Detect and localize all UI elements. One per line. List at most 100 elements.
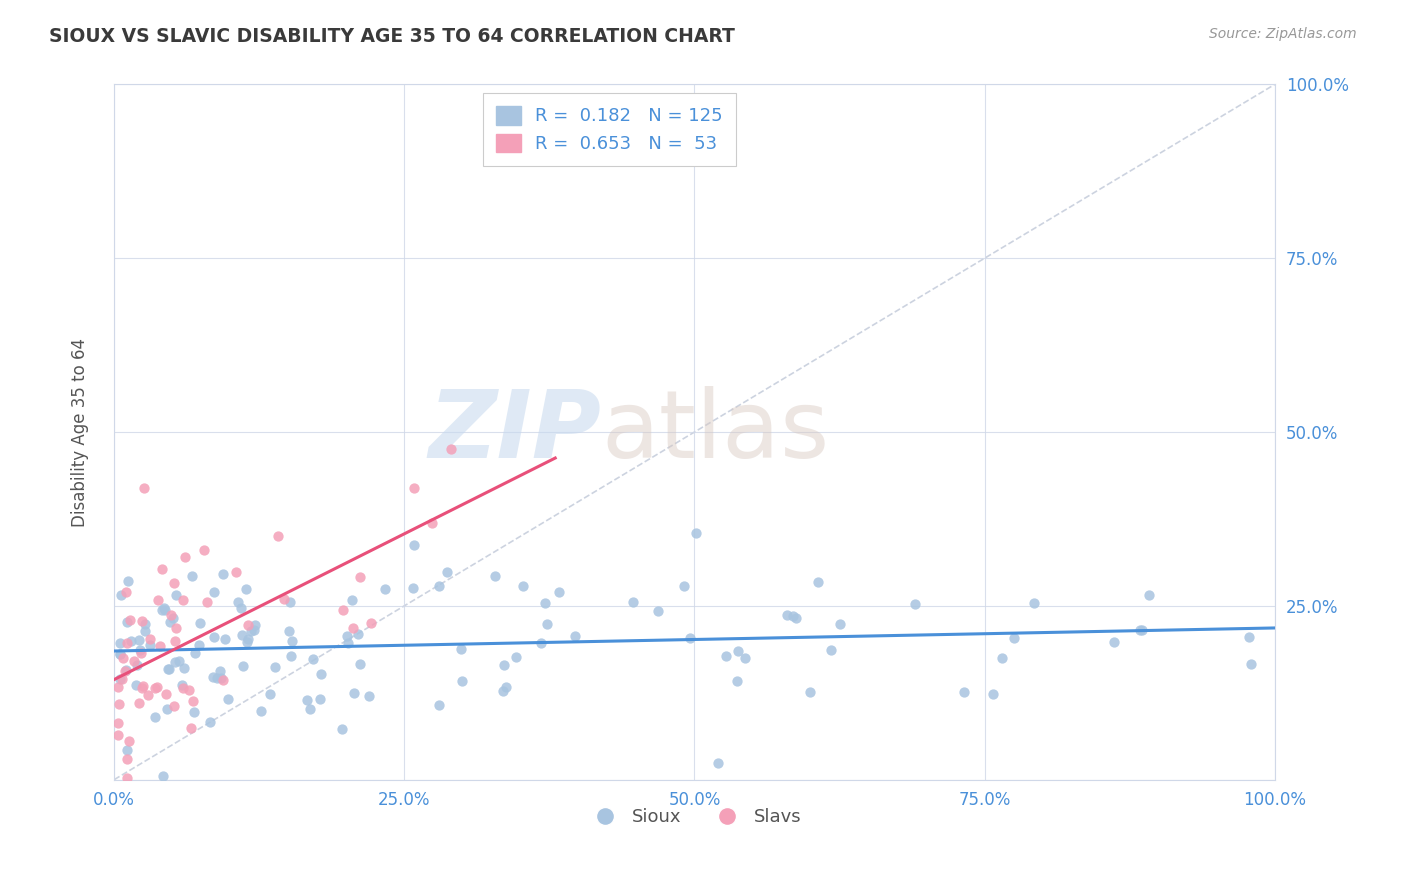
Point [153,603,176,617]
Point [132,481,155,495]
Point [530,635,553,649]
Text: Source: ZipAtlas.com: Source: ZipAtlas.com [1209,27,1357,41]
Point [302,652,325,666]
Point [236,634,259,648]
Point [163,655,186,669]
Point [156,662,179,676]
Point [134,624,156,639]
Point [427,698,450,713]
Point [336,636,359,650]
Point [820,643,842,657]
Point [188,638,211,652]
Point [673,579,696,593]
Point [440,442,463,456]
Point [156,701,179,715]
Point [420,516,443,530]
Point [714,649,737,664]
Text: atlas: atlas [602,386,830,478]
Text: ZIP: ZIP [429,386,602,478]
Point [360,615,382,630]
Point [249,704,271,718]
Point [991,651,1014,665]
Point [202,670,225,684]
Point [170,678,193,692]
Point [776,607,799,622]
Point [1130,624,1153,638]
Point [128,633,150,648]
Point [107,728,129,742]
Point [402,582,425,596]
Point [163,698,186,713]
Point [111,673,134,687]
Point [183,705,205,719]
Point [349,657,371,671]
Point [114,664,136,678]
Point [124,678,146,692]
Point [782,608,804,623]
Point [217,692,239,706]
Point [108,647,131,661]
Point [647,604,669,618]
Point [374,582,396,597]
Point [281,634,304,648]
Point [484,569,506,583]
Point [707,756,730,770]
Point [202,630,225,644]
Point [277,624,299,638]
Point [205,671,228,685]
Point [1024,596,1046,610]
Point [139,632,162,647]
Point [114,664,136,678]
Point [117,574,139,589]
Point [904,597,927,611]
Point [725,673,748,688]
Point [115,752,138,766]
Point [172,681,194,696]
Point [243,618,266,632]
Point [336,629,359,643]
Point [547,585,569,599]
Point [110,588,132,602]
Point [188,615,211,630]
Point [505,649,527,664]
Point [115,636,138,650]
Point [159,615,181,630]
Point [679,632,702,646]
Point [165,588,187,602]
Point [295,693,318,707]
Point [111,650,134,665]
Point [243,623,266,637]
Point [1137,588,1160,602]
Point [107,715,129,730]
Point [236,618,259,632]
Point [204,584,226,599]
Point [107,680,129,694]
Point [232,659,254,673]
Point [436,566,458,580]
Point [621,595,644,609]
Point [115,584,138,599]
Point [1002,631,1025,645]
Point [359,689,381,703]
Point [173,661,195,675]
Point [273,592,295,607]
Point [231,628,253,642]
Point [118,734,141,748]
Point [115,615,138,629]
Point [342,593,364,607]
Point [146,680,169,694]
Point [238,632,260,646]
Point [183,694,205,708]
Point [163,575,186,590]
Point [120,634,142,648]
Point [1239,630,1261,644]
Point [404,538,426,552]
Point [228,595,250,609]
Point [727,644,749,658]
Point [132,680,155,694]
Point [172,593,194,607]
Point [212,566,235,581]
Point [108,647,131,661]
Point [278,595,301,609]
Point [128,696,150,710]
